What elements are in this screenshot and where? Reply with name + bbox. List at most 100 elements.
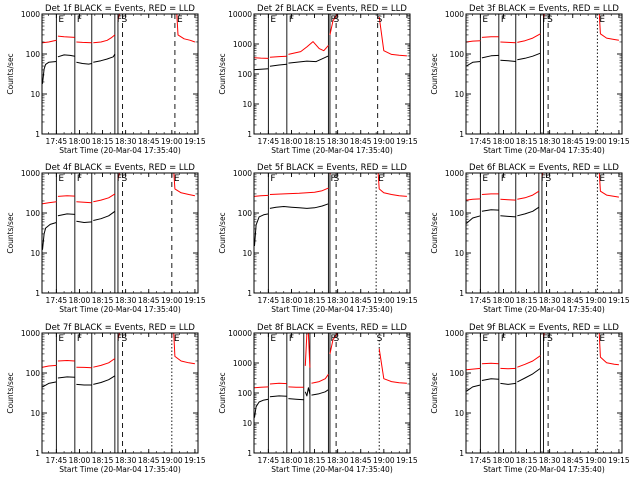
events-series-line [500,216,515,217]
x-tick-label: 18:00 [281,137,303,146]
lld-series-line [255,387,269,388]
events-series-line [43,382,57,387]
x-tick-label: 18:30 [539,137,561,146]
x-tick-label: 17:45 [470,456,492,465]
lld-series-line [43,40,57,43]
y-tick-label: 100 [450,50,465,59]
events-series-line [288,56,328,63]
y-tick-label: 1000 [21,329,40,338]
lld-series-line [93,194,115,202]
lld-series-line [58,361,75,362]
y-tick-label: 1 [35,130,40,139]
y-axis-label: Counts/sec [430,212,439,253]
lld-series-line [305,333,310,368]
x-tick-label: 17:45 [258,137,280,146]
x-tick-label: 18:15 [92,137,114,146]
lld-series-line [500,42,515,43]
x-tick-label: 19:00 [585,137,607,146]
events-series-line [467,216,481,224]
events-series-line [93,211,115,220]
events-series-line [255,399,269,418]
y-tick-label: 1000 [445,10,464,19]
y-axis-label: Counts/sec [6,212,15,253]
interval-letter: E [270,15,276,25]
x-tick-label: 18:45 [562,456,584,465]
lld-series-line [43,202,57,204]
interval-letter: E [58,334,64,344]
y-tick-label: 10 [30,409,40,418]
lld-series-line [76,367,91,368]
x-axis-label: Start Time (20-Mar-04 17:35:40) [483,305,605,314]
panel-title: Det 9f BLACK = Events, RED = LLD [469,323,619,333]
y-axis-label: Counts/sec [218,372,227,413]
interval-letter: S [334,334,340,344]
panel-title: Det 7f BLACK = Events, RED = LLD [45,323,195,333]
lld-series-line [58,196,75,197]
x-tick-label: 18:15 [516,296,538,305]
y-tick-label: 10 [454,249,464,258]
lld-series-line [517,191,539,199]
y-tick-label: 1 [35,449,40,458]
x-tick-label: 19:00 [161,137,183,146]
x-tick-label: 17:45 [46,137,68,146]
events-series-line [43,62,57,84]
lld-series-line [255,195,269,196]
events-series-line [482,379,499,381]
interval-letter: S [546,174,552,184]
events-series-line [43,223,57,250]
x-axis-label: Start Time (20-Mar-04 17:35:40) [483,146,605,155]
interval-letter: E [378,174,384,184]
x-tick-label: 18:15 [92,296,114,305]
y-tick-label: 10 [30,90,40,99]
x-tick-label: 17:45 [470,296,492,305]
interval-letter: E [58,15,64,25]
y-tick-label: 10 [454,90,464,99]
plot-frame [466,333,622,453]
x-tick-label: 19:00 [373,296,395,305]
events-series-line [93,54,115,62]
events-series-line [467,62,481,67]
x-tick-label: 18:00 [493,296,515,305]
x-tick-label: 18:45 [350,296,372,305]
events-series-line [500,60,515,61]
x-tick-label: 17:45 [46,456,68,465]
x-tick-label: 17:45 [258,296,280,305]
y-tick-label: 100 [238,70,253,79]
plot-frame [254,333,410,453]
events-series-line [58,214,75,216]
x-tick-label: 18:45 [138,137,160,146]
x-tick-label: 18:15 [92,456,114,465]
x-tick-label: 18:00 [69,456,91,465]
lld-series-line [76,202,91,203]
y-axis-label: Counts/sec [430,53,439,94]
x-tick-label: 19:15 [396,296,418,305]
events-series-line [270,64,287,66]
events-series-line [76,221,91,222]
interval-letter: E [482,15,488,25]
y-tick-label: 1000 [445,169,464,178]
y-tick-label: 1000 [445,329,464,338]
x-tick-label: 19:00 [161,296,183,305]
lld-series-line [467,368,481,369]
x-axis-label: Start Time (20-Mar-04 17:35:40) [271,305,393,314]
x-tick-label: 18:30 [327,296,349,305]
x-axis-label: Start Time (20-Mar-04 17:35:40) [271,146,393,155]
panel-title: Det 8f BLACK = Events, RED = LLD [257,323,407,333]
events-series-line [58,377,75,378]
y-tick-label: 10 [30,249,40,258]
events-series-line [305,388,310,396]
lld-series-line [312,374,329,383]
x-tick-label: 17:45 [470,137,492,146]
events-series-line [270,396,287,397]
x-tick-label: 18:15 [304,296,326,305]
lld-series-line [482,194,499,195]
interval-letter: E [58,174,64,184]
y-axis-label: Counts/sec [6,372,15,413]
events-series-line [288,399,303,400]
